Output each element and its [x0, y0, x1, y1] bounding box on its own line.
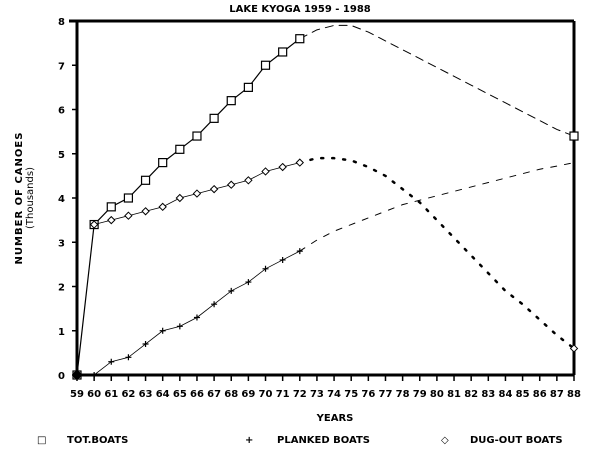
marker-square: [192, 131, 202, 141]
x-tick-label: 83: [481, 389, 495, 400]
marker-square: [226, 96, 236, 106]
legend-label-tot: TOT.BOATS: [67, 435, 128, 446]
x-tick-label: 76: [361, 389, 375, 400]
x-tick-label: 75: [344, 389, 358, 400]
x-tick-label: 65: [173, 389, 187, 400]
x-tick-label: 59: [70, 389, 84, 400]
marker-diamond: [158, 202, 167, 212]
marker-square: [243, 82, 253, 92]
legend-label-dugout: DUG-OUT BOATS: [470, 435, 563, 446]
x-tick-label: 72: [293, 389, 307, 400]
marker-square: [278, 47, 288, 57]
marker-square: [106, 202, 116, 212]
marker-square: [140, 175, 151, 185]
projection-line-tot-boats: [299, 24, 575, 137]
x-tick-label: 77: [379, 389, 393, 400]
x-tick-label: 82: [464, 389, 478, 400]
marker-square: [158, 158, 168, 168]
projection-line-planked-boats: [299, 162, 575, 252]
y-tick-label: 0: [58, 371, 65, 382]
marker-square: [295, 34, 305, 44]
marker-plus: [211, 301, 218, 308]
y-axis-label: NUMBER OF CANOES: [14, 132, 25, 265]
x-tick-label: 87: [550, 389, 564, 400]
x-tick-label: 74: [327, 389, 341, 400]
x-tick-label: 64: [156, 389, 170, 400]
y-tick-label: 6: [58, 106, 65, 117]
marker-square: [209, 113, 219, 123]
legend-symbol-tot: □: [37, 435, 46, 446]
y-tick-label: 7: [58, 61, 65, 72]
x-tick-label: 60: [87, 389, 101, 400]
x-tick-label: 86: [533, 389, 547, 400]
marker-diamond: [244, 176, 253, 185]
marker-diamond: [124, 211, 133, 220]
projection-line-dug-out-boats: [298, 156, 576, 350]
y-tick-label: 3: [58, 238, 65, 249]
marker-plus: [279, 256, 286, 263]
marker-square: [123, 193, 134, 203]
origin-marker: [73, 371, 81, 379]
marker-plus: [296, 248, 303, 255]
y-tick-label: 5: [58, 150, 65, 161]
x-tick-label: 84: [498, 389, 512, 400]
x-tick-label: 79: [413, 389, 427, 400]
marker-plus: [176, 323, 183, 330]
legend-label-planked: PLANKED BOATS: [277, 435, 370, 446]
marker-diamond: [209, 184, 219, 194]
marker-plus: [91, 372, 98, 378]
y-tick-label: 4: [58, 194, 65, 205]
legend: □ TOT.BOATS + PLANKED BOATS ◇ DUG-OUT BO…: [37, 435, 563, 446]
legend-symbol-planked: +: [245, 435, 253, 446]
marker-diamond: [89, 220, 99, 229]
x-tick-label: 80: [430, 389, 444, 400]
x-tick-label: 78: [396, 389, 410, 400]
marker-plus: [228, 287, 235, 294]
y-tick-label: 8: [58, 17, 65, 28]
y-axis-label-group: NUMBER OF CANOES (Thousands): [14, 132, 36, 265]
x-axis-label: YEARS: [316, 413, 354, 424]
marker-square-end: [569, 131, 579, 141]
marker-diamond: [278, 162, 287, 172]
x-tick-label: 81: [447, 389, 461, 400]
marker-diamond-end: [569, 344, 579, 353]
y-axis-sublabel: (Thousands): [25, 167, 36, 229]
x-tick-label: 73: [310, 389, 324, 400]
marker-square: [260, 60, 271, 70]
marker-diamond: [141, 207, 150, 216]
marker-square: [175, 144, 185, 154]
marker-diamond: [192, 189, 202, 198]
marker-plus: [159, 327, 166, 334]
y-tick-label: 2: [58, 283, 65, 294]
x-tick-label: 66: [190, 389, 204, 400]
x-tick-label: 68: [224, 389, 238, 400]
marker-diamond: [175, 193, 185, 203]
marker-plus: [262, 265, 269, 272]
y-tick-label: 1: [58, 327, 65, 338]
marker-diamond: [107, 215, 116, 225]
marker-plus: [193, 314, 200, 321]
x-tick-label: 69: [241, 389, 255, 400]
x-tick-label: 62: [121, 389, 135, 400]
x-tick-label: 71: [276, 389, 290, 400]
marker-diamond: [295, 158, 305, 167]
marker-plus: [245, 279, 252, 286]
series-line-planked-boats: [77, 250, 300, 376]
x-tick-label: 67: [207, 389, 221, 400]
marker-diamond: [261, 167, 270, 176]
x-tick-label: 88: [567, 389, 581, 400]
x-tick-label: 61: [104, 389, 118, 400]
x-tick-label: 85: [516, 389, 530, 400]
marker-plus: [125, 354, 132, 361]
marker-plus: [108, 358, 115, 365]
x-tick-label: 70: [259, 389, 273, 400]
legend-symbol-dugout: ◇: [441, 435, 449, 446]
chart-title: LAKE KYOGA 1959 - 1988: [229, 4, 371, 15]
marker-diamond: [227, 180, 236, 189]
x-tick-label: 63: [139, 389, 153, 400]
marker-plus: [142, 341, 149, 348]
